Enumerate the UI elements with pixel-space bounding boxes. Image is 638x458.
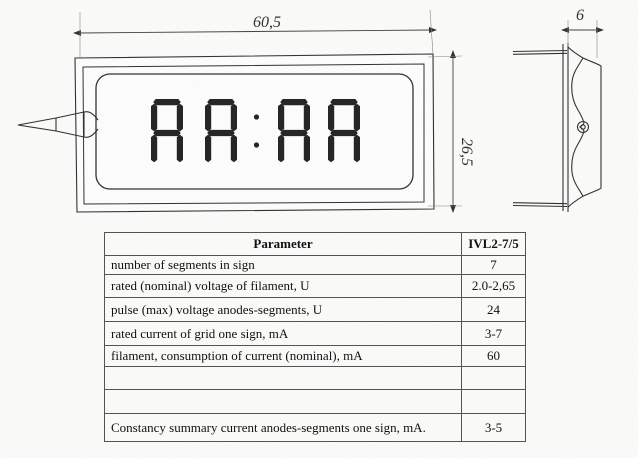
svg-text:6: 6 bbox=[576, 7, 584, 24]
svg-text:26,5: 26,5 bbox=[458, 138, 475, 166]
svg-text:60,5: 60,5 bbox=[253, 14, 281, 31]
